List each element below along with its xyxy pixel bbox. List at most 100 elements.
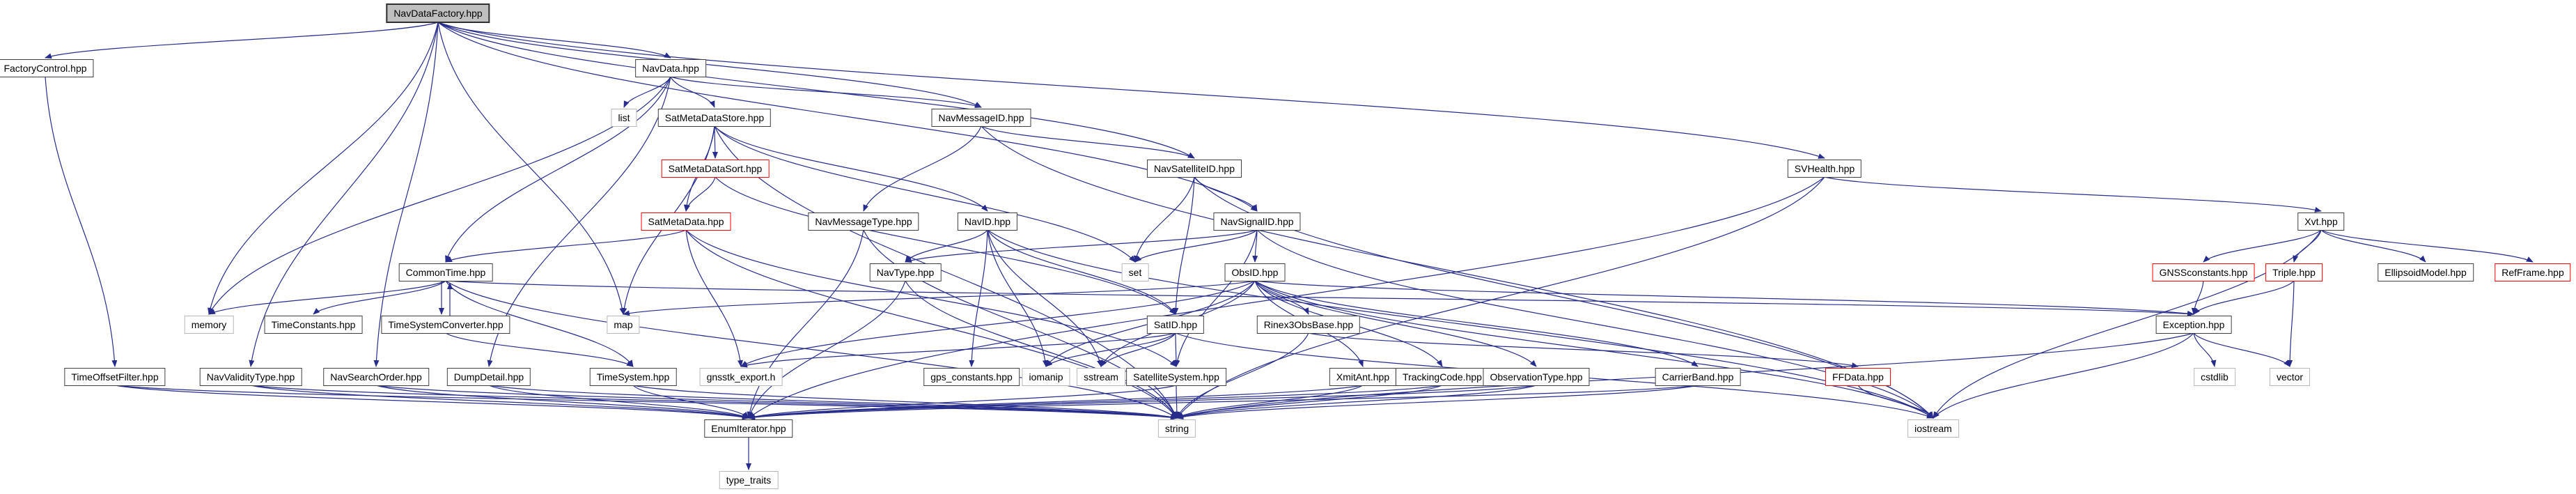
- edge-exception-iostream: [1933, 332, 2194, 419]
- node-navmessagetype[interactable]: NavMessageType.hpp: [808, 213, 919, 231]
- node-refframe[interactable]: RefFrame.hpp: [2495, 263, 2571, 281]
- edge-navdata-satmetadatastore: [670, 76, 715, 108]
- node-cstdlib: cstdlib: [2194, 368, 2235, 386]
- node-satmetadatastore[interactable]: SatMetaDataStore.hpp: [657, 109, 772, 127]
- node-xvt[interactable]: Xvt.hpp: [2297, 213, 2345, 231]
- node-list: list: [611, 109, 637, 127]
- edge-navdatafactory-navmessageid: [437, 22, 982, 108]
- edge-obsid-iostream: [1254, 280, 1934, 419]
- node-satid[interactable]: SatID.hpp: [1146, 316, 1205, 334]
- node-enumiterator[interactable]: EnumIterator.hpp: [704, 419, 793, 438]
- edge-obsid-map: [623, 280, 1256, 316]
- node-navsearchorder[interactable]: NavSearchOrder.hpp: [323, 368, 429, 386]
- node-string: string: [1157, 419, 1196, 438]
- edge-navdata-commontime: [445, 76, 671, 263]
- edge-exception-vector: [2193, 332, 2290, 367]
- node-navdatafactory[interactable]: NavDataFactory.hpp: [386, 3, 490, 23]
- node-ellipsoidmodel[interactable]: EllipsoidModel.hpp: [2378, 263, 2474, 281]
- edge-navid-gpsconstants: [969, 229, 988, 367]
- edge-obsid-gnsstkexport: [740, 280, 1256, 367]
- edge-triple-vector: [2287, 280, 2295, 367]
- edge-observationtype-enumiterator: [748, 385, 1537, 420]
- node-navsatelliteid[interactable]: NavSatelliteID.hpp: [1147, 160, 1242, 178]
- edge-navid-iomanip: [987, 229, 1048, 367]
- edge-navdatafactory-navsignalid: [437, 22, 1258, 212]
- edge-satid-gnsstkexport: [740, 332, 1176, 368]
- edge-exception-cstdlib: [2193, 332, 2217, 367]
- node-satmetadatasort[interactable]: SatMetaDataSort.hpp: [661, 160, 770, 178]
- edge-satmetadatastore-set: [714, 125, 1136, 263]
- edge-svhealth-xvt: [1824, 176, 2322, 213]
- node-commontime[interactable]: CommonTime.hpp: [398, 263, 493, 281]
- edge-observationtype-string: [1176, 385, 1537, 419]
- edge-xmitant-enumiterator: [748, 385, 1364, 420]
- edge-navsatelliteid-navsignalid: [1194, 176, 1258, 212]
- edge-satmetadata-string: [685, 229, 1178, 419]
- edge-xvt-iostream: [1933, 229, 2322, 419]
- edge-navsignalid-satellitesystem: [1174, 229, 1258, 367]
- node-timesystemconverter[interactable]: TimeSystemConverter.hpp: [381, 316, 510, 334]
- edge-navmessageid-navsatelliteid: [981, 125, 1195, 159]
- edge-navdatafactory-memory: [208, 22, 439, 315]
- node-navtype[interactable]: NavType.hpp: [869, 263, 942, 281]
- edge-navmessagetype-enumiterator: [747, 229, 864, 419]
- node-gnssconstants[interactable]: GNSSconstants.hpp: [2152, 263, 2255, 281]
- node-navid[interactable]: NavID.hpp: [957, 213, 1018, 231]
- node-svhealth[interactable]: SVHealth.hpp: [1787, 160, 1862, 178]
- node-timeconstants[interactable]: TimeConstants.hpp: [264, 316, 363, 334]
- node-rinex3obsbase[interactable]: Rinex3ObsBase.hpp: [1256, 316, 1361, 334]
- node-obsid[interactable]: ObsID.hpp: [1224, 263, 1286, 281]
- node-navsignalid[interactable]: NavSignalID.hpp: [1213, 213, 1301, 231]
- edge-svhealth-string: [1176, 176, 1825, 419]
- node-iomanip: iomanip: [1022, 368, 1070, 386]
- node-ffdata[interactable]: FFData.hpp: [1825, 368, 1891, 386]
- edge-xmitant-string: [1176, 385, 1364, 419]
- node-gpsconstants[interactable]: gps_constants.hpp: [923, 368, 1020, 386]
- edge-timesystemconverter-timesystem: [445, 332, 634, 367]
- edge-timeoffsetfilter-enumiterator: [114, 385, 749, 420]
- node-factorycontrol[interactable]: FactoryControl.hpp: [0, 59, 94, 77]
- edge-navsearchorder-enumiterator: [375, 385, 749, 419]
- edge-rinex3obsbase-string: [1176, 332, 1309, 419]
- edge-navdatafactory-navsatelliteid: [437, 22, 1195, 159]
- node-exception[interactable]: Exception.hpp: [2155, 316, 2232, 334]
- edge-dumpdetail-string: [488, 385, 1178, 420]
- node-typetraits: type_traits: [719, 471, 779, 489]
- edge-satmetadata-gnsstkexport: [685, 229, 743, 367]
- node-trackingcode[interactable]: TrackingCode.hpp: [1396, 368, 1489, 386]
- node-satmetadata[interactable]: SatMetaData.hpp: [641, 213, 731, 231]
- edge-navdatafactory-navvaliditytype: [249, 22, 439, 367]
- edge-navdatafactory-map: [437, 22, 625, 315]
- node-triple[interactable]: Triple.hpp: [2265, 263, 2323, 281]
- node-dumpdetail[interactable]: DumpDetail.hpp: [446, 368, 531, 386]
- edge-commontime-timesystem: [445, 280, 634, 367]
- node-timeoffsetfilter[interactable]: TimeOffsetFilter.hpp: [64, 368, 166, 386]
- node-map: map: [607, 316, 640, 334]
- node-navdata[interactable]: NavData.hpp: [635, 59, 706, 77]
- node-observationtype[interactable]: ObservationType.hpp: [1483, 368, 1590, 386]
- edge-satmetadata-commontime: [445, 229, 687, 263]
- edge-navsignalid-navtype: [905, 229, 1258, 263]
- edge-navdatafactory-svhealth: [437, 22, 1825, 159]
- edge-timesystem-string: [632, 385, 1178, 420]
- edge-navtype-enumiterator: [748, 280, 906, 419]
- node-xmitant[interactable]: XmitAnt.hpp: [1329, 368, 1397, 386]
- edge-factorycontrol-timeoffsetfilter: [45, 76, 118, 367]
- edge-satmetadatasort-satmetadata: [685, 176, 716, 212]
- edge-navsignalid-set: [1134, 229, 1258, 263]
- edge-navid-satid: [987, 229, 1176, 315]
- edge-obsid-exception: [1254, 280, 2194, 316]
- edge-commontime-exception: [445, 280, 2194, 317]
- node-iostream: iostream: [1907, 419, 1959, 438]
- edge-xvt-gnssconstants: [2203, 229, 2322, 263]
- node-carrierband[interactable]: CarrierBand.hpp: [1655, 368, 1741, 386]
- node-navmessageid[interactable]: NavMessageID.hpp: [931, 109, 1031, 127]
- edge-dumpdetail-enumiterator: [488, 385, 749, 419]
- node-timesystem[interactable]: TimeSystem.hpp: [589, 368, 677, 386]
- edge-navsignalid-obsid: [1252, 229, 1258, 263]
- node-navvaliditytype[interactable]: NavValidityType.hpp: [199, 368, 302, 386]
- edge-ffdata-iostream: [1857, 385, 1934, 419]
- node-satellitesystem[interactable]: SatelliteSystem.hpp: [1126, 368, 1226, 386]
- edge-navid-iostream: [987, 229, 1934, 419]
